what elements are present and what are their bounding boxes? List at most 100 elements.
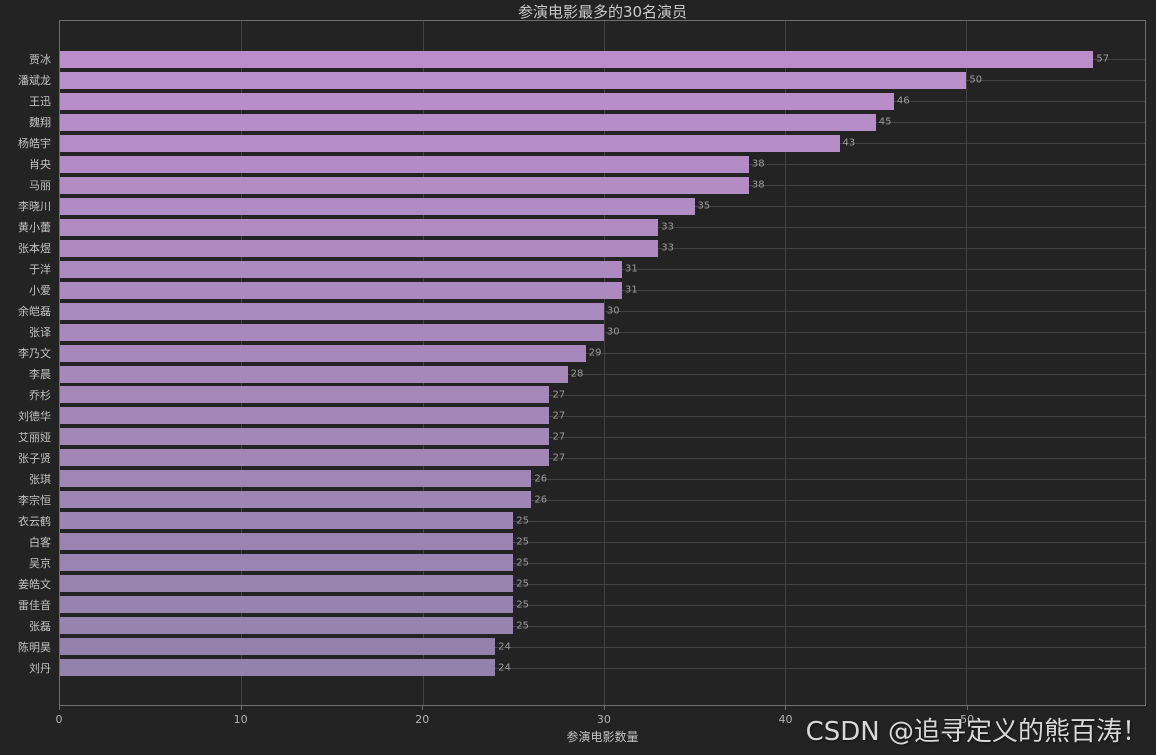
x-tick-label: 20 — [415, 713, 430, 726]
bar-value-label: 29 — [588, 347, 602, 359]
bar-row: 陈明昊 24 — [18, 636, 1145, 657]
bar: 38 — [60, 176, 765, 194]
y-axis-category-label: 衣云鹤 — [18, 514, 51, 528]
bar-row: 杨皓宇 43 — [18, 133, 1145, 154]
bar-value-label: 35 — [697, 200, 711, 212]
bar-row: 贾冰 57 — [29, 49, 1145, 70]
bar-row: 衣云鹤 25 — [18, 510, 1145, 531]
bar-row: 张本煜 33 — [18, 238, 1145, 259]
bar-value-label: 38 — [751, 158, 765, 170]
bar-value-label: 45 — [878, 116, 892, 128]
x-tick-mark — [785, 706, 787, 710]
bar: 25 — [60, 617, 529, 635]
bar: 30 — [60, 323, 620, 341]
bar-value-label: 25 — [516, 557, 529, 569]
bar-value-label: 28 — [570, 368, 584, 380]
y-axis-category-label: 雷佳音 — [18, 598, 51, 612]
bar: 43 — [60, 134, 855, 152]
bar-row: 王迅 46 — [29, 91, 1145, 112]
x-tick-label: 40 — [778, 713, 793, 726]
bar-value-label: 33 — [661, 221, 674, 233]
bar: 28 — [60, 365, 583, 383]
y-axis-category-label: 乔杉 — [29, 388, 51, 402]
x-axis-title: 参演电影数量 — [566, 730, 639, 744]
x-tick-mark — [603, 706, 605, 710]
y-axis-category-label: 艾丽娅 — [18, 430, 51, 444]
y-axis-category-label: 张琪 — [29, 472, 51, 486]
bar-value-label: 50 — [969, 74, 983, 86]
bar-row: 余皑磊 30 — [18, 301, 1145, 322]
y-axis-category-label: 杨皓宇 — [18, 137, 51, 151]
y-axis-category-label: 刘德华 — [18, 409, 51, 423]
y-axis-category-label: 李晓川 — [18, 200, 51, 214]
bar-row: 李晓川 35 — [18, 196, 1145, 217]
v-gridline — [603, 21, 605, 705]
bar: 24 — [60, 659, 511, 677]
y-axis-category-label: 吴京 — [29, 556, 51, 570]
bar-value-label: 26 — [534, 494, 548, 506]
bar-row: 雷佳音 25 — [18, 594, 1145, 615]
bar: 25 — [60, 575, 529, 593]
x-tick-label: 30 — [596, 713, 611, 726]
bar-value-label: 27 — [552, 452, 566, 464]
bar-value-label: 26 — [534, 473, 548, 485]
bar-rows: 贾冰 57 潘斌龙 50 王迅 46 魏翔 45 杨皓宇 43 肖央 38 马丽 38 李晓川 35 黄小蕾 33… — [18, 49, 1145, 678]
bar: 50 — [60, 71, 982, 89]
y-axis-category-label: 李晨 — [29, 368, 51, 382]
bar-row: 张译 30 — [29, 322, 1145, 343]
bar: 33 — [60, 218, 674, 236]
h-gridline — [60, 604, 1145, 606]
y-axis-category-label: 贾冰 — [29, 53, 51, 67]
y-axis-category-label: 张译 — [29, 326, 51, 340]
y-axis-category-label: 李乃文 — [18, 347, 51, 361]
plot-area: 贾冰 57 潘斌龙 50 王迅 46 魏翔 45 杨皓宇 43 肖央 38 马丽 38 李晓川 35 黄小蕾 33… — [18, 20, 1146, 706]
h-gridline — [60, 394, 1145, 396]
bar-row: 肖央 38 — [29, 154, 1145, 175]
y-axis-category-label: 王迅 — [29, 95, 51, 109]
x-axis-ticks: 0 10 20 30 40 50 — [55, 706, 1146, 730]
x-tick-mark — [59, 706, 60, 710]
x-tick-label: 0 — [55, 713, 63, 726]
bar: 25 — [60, 533, 529, 551]
y-axis-category-label: 小爱 — [29, 284, 51, 298]
bar-value-label: 27 — [552, 389, 566, 401]
chart-title: 参演电影最多的30名演员 — [517, 3, 688, 21]
bar: 26 — [60, 470, 547, 488]
y-axis-category-label: 潘斌龙 — [18, 74, 51, 88]
bar: 25 — [60, 554, 529, 572]
y-axis-category-label: 于洋 — [29, 263, 51, 277]
bar: 27 — [60, 407, 565, 425]
bar-row: 吴京 25 — [29, 552, 1145, 573]
y-axis-category-label: 张子贤 — [18, 451, 51, 465]
bar-value-label: 33 — [661, 242, 674, 254]
bar-value-label: 43 — [842, 137, 856, 149]
x-tick-label: 50 — [960, 713, 975, 726]
bar: 46 — [60, 92, 910, 110]
h-gridline — [60, 499, 1145, 501]
v-gridline — [966, 21, 968, 705]
bar: 26 — [60, 491, 547, 509]
bar: 35 — [60, 197, 710, 215]
bar-value-label: 27 — [552, 410, 566, 422]
bar-value-label: 31 — [624, 284, 638, 296]
y-axis-category-label: 李宗恒 — [18, 493, 51, 507]
bar-row: 李宗恒 26 — [18, 489, 1145, 510]
bar-row: 李晨 28 — [29, 364, 1145, 385]
bar-row: 马丽 38 — [29, 175, 1145, 196]
bar-row: 张磊 25 — [29, 615, 1145, 636]
x-tick-mark — [422, 706, 424, 710]
y-axis-category-label: 刘丹 — [29, 661, 51, 675]
bar-value-label: 57 — [1096, 53, 1110, 65]
y-axis-category-label: 黄小蕾 — [18, 221, 51, 235]
bar-value-label: 25 — [516, 578, 529, 590]
bar: 27 — [60, 386, 565, 404]
bar-value-label: 46 — [896, 95, 910, 107]
v-gridline — [785, 21, 787, 705]
bar-row: 魏翔 45 — [29, 112, 1145, 133]
bar-value-label: 25 — [516, 599, 529, 611]
h-gridline — [60, 625, 1145, 627]
bar: 31 — [60, 281, 638, 299]
bar-row: 白客 25 — [29, 531, 1145, 552]
y-axis-category-label: 魏翔 — [29, 116, 51, 130]
